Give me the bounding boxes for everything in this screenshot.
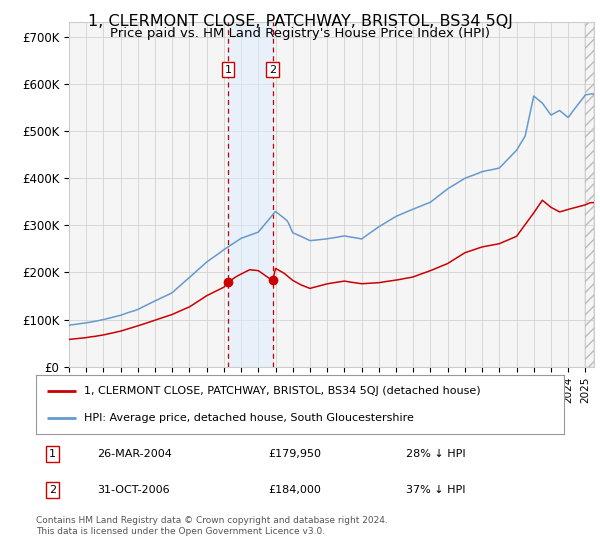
Text: 1: 1	[224, 64, 232, 74]
Text: £184,000: £184,000	[268, 485, 321, 494]
Text: 37% ↓ HPI: 37% ↓ HPI	[406, 485, 465, 494]
Text: Price paid vs. HM Land Registry's House Price Index (HPI): Price paid vs. HM Land Registry's House …	[110, 27, 490, 40]
Text: 1: 1	[49, 449, 56, 459]
Text: 1, CLERMONT CLOSE, PATCHWAY, BRISTOL, BS34 5QJ (detached house): 1, CLERMONT CLOSE, PATCHWAY, BRISTOL, BS…	[83, 386, 480, 396]
Text: 2: 2	[49, 485, 56, 494]
Text: 26-MAR-2004: 26-MAR-2004	[97, 449, 172, 459]
Text: Contains HM Land Registry data © Crown copyright and database right 2024.
This d: Contains HM Land Registry data © Crown c…	[36, 516, 388, 536]
Bar	[228, 22, 272, 367]
Text: 1, CLERMONT CLOSE, PATCHWAY, BRISTOL, BS34 5QJ: 1, CLERMONT CLOSE, PATCHWAY, BRISTOL, BS…	[88, 14, 512, 29]
Text: 2: 2	[269, 64, 276, 74]
Text: 28% ↓ HPI: 28% ↓ HPI	[406, 449, 465, 459]
Text: £179,950: £179,950	[268, 449, 322, 459]
Text: HPI: Average price, detached house, South Gloucestershire: HPI: Average price, detached house, Sout…	[83, 413, 413, 423]
Text: 31-OCT-2006: 31-OCT-2006	[97, 485, 169, 494]
